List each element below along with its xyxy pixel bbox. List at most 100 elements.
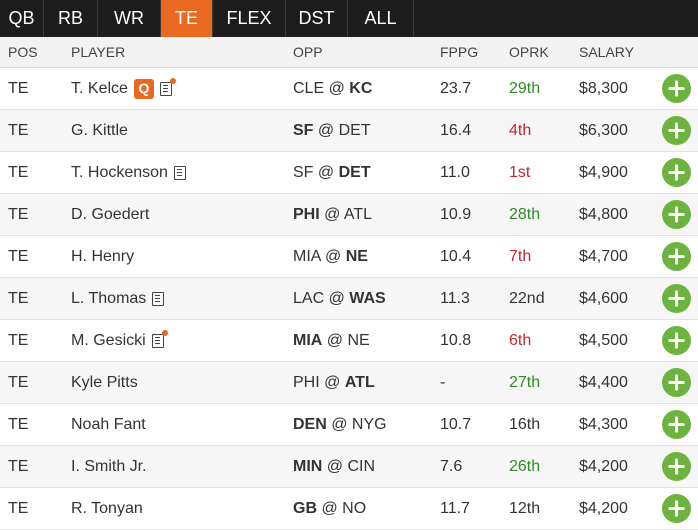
opp-home: ATL [344, 374, 375, 391]
fppg-cell: 11.3 [440, 290, 470, 307]
opp-home: NE [345, 248, 368, 265]
opp-away: CLE [293, 80, 325, 97]
salary-cell: $4,400 [579, 374, 628, 391]
table-row[interactable]: TE M. Gesicki MIA @ NE 10.8 6th $4,500 [0, 320, 698, 362]
add-player-button[interactable] [662, 158, 691, 187]
opp-cell: SF @ DET [293, 110, 371, 151]
opp-away: SF [293, 164, 314, 181]
player-cell: T. Hockenson [71, 152, 186, 193]
pos-cell: TE [8, 290, 29, 307]
fppg-cell: 11.0 [440, 164, 470, 181]
fppg-cell: 23.7 [440, 80, 472, 97]
header-salary[interactable]: SALARY [579, 44, 634, 60]
add-player-button[interactable] [662, 410, 691, 439]
tab-qb[interactable]: QB [0, 0, 44, 37]
opp-home: CIN [347, 458, 376, 475]
player-name[interactable]: D. Goedert [71, 206, 150, 223]
pos-cell: TE [8, 332, 29, 349]
fppg-cell: - [440, 374, 446, 391]
opp-cell: SF @ DET [293, 152, 371, 193]
salary-cell: $4,800 [579, 206, 628, 223]
opp-home: KC [349, 80, 373, 97]
opp-cell: MIN @ CIN [293, 446, 375, 487]
player-name[interactable]: H. Henry [71, 248, 135, 265]
fppg-cell: 10.8 [440, 332, 472, 349]
fppg-cell: 16.4 [440, 122, 472, 139]
pos-cell: TE [8, 80, 29, 97]
add-player-button[interactable] [662, 200, 691, 229]
tab-all[interactable]: ALL [348, 0, 414, 37]
opp-home: DET [338, 122, 371, 139]
tab-rb[interactable]: RB [44, 0, 98, 37]
opp-cell: CLE @ KC [293, 68, 372, 109]
news-icon[interactable] [152, 291, 165, 306]
fppg-cell: 10.4 [440, 248, 472, 265]
opp-home: WAS [349, 290, 386, 307]
opp-cell: MIA @ NE [293, 320, 370, 361]
player-name[interactable]: Noah Fant [71, 416, 146, 433]
fppg-cell: 7.6 [440, 458, 463, 475]
salary-cell: $4,600 [579, 290, 628, 307]
news-icon[interactable] [159, 77, 176, 96]
player-name[interactable]: G. Kittle [71, 122, 128, 139]
header-pos[interactable]: POS [8, 44, 38, 60]
oprk-cell: 16th [509, 416, 541, 433]
add-player-button[interactable] [662, 494, 691, 523]
add-player-button[interactable] [662, 326, 691, 355]
player-name[interactable]: M. Gesicki [71, 332, 146, 349]
header-player[interactable]: PLAYER [71, 44, 126, 60]
tab-dst[interactable]: DST [286, 0, 348, 37]
news-icon[interactable] [173, 165, 186, 180]
plus-icon [668, 416, 685, 433]
plus-icon [668, 164, 685, 181]
player-name[interactable]: L. Thomas [71, 290, 147, 307]
player-name[interactable]: T. Hockenson [71, 164, 168, 181]
table-row[interactable]: TE D. Goedert PHI @ ATL 10.9 28th $4,800 [0, 194, 698, 236]
questionable-badge: Q [133, 78, 154, 99]
header-fppg[interactable]: FPPG [440, 44, 479, 60]
opp-home: ATL [343, 206, 373, 223]
opp-cell: PHI @ ATL [293, 362, 375, 403]
table-row[interactable]: TE Noah Fant DEN @ NYG 10.7 16th $4,300 [0, 404, 698, 446]
table-row[interactable]: TE T. Hockenson SF @ DET 11.0 1st $4,900 [0, 152, 698, 194]
new-dot [169, 77, 176, 84]
salary-cell: $4,200 [579, 500, 628, 517]
salary-cell: $4,500 [579, 332, 628, 349]
player-name[interactable]: Kyle Pitts [71, 374, 138, 391]
add-player-button[interactable] [662, 74, 691, 103]
oprk-cell: 22nd [509, 290, 545, 307]
add-player-button[interactable] [662, 116, 691, 145]
table-row[interactable]: TE T. Kelce Q CLE @ KC 23.7 29th $8,300 [0, 68, 698, 110]
news-icon[interactable] [151, 329, 168, 348]
add-player-button[interactable] [662, 284, 691, 313]
table-row[interactable]: TE Kyle Pitts PHI @ ATL - 27th $4,400 [0, 362, 698, 404]
table-row[interactable]: TE I. Smith Jr. MIN @ CIN 7.6 26th $4,20… [0, 446, 698, 488]
player-name[interactable]: T. Kelce [71, 80, 128, 97]
table-row[interactable]: TE L. Thomas LAC @ WAS 11.3 22nd $4,600 [0, 278, 698, 320]
oprk-cell: 26th [509, 458, 541, 475]
tab-te[interactable]: TE [161, 0, 213, 37]
tab-flex[interactable]: FLEX [213, 0, 286, 37]
opp-at: @ [322, 458, 348, 475]
pos-cell: TE [8, 122, 29, 139]
oprk-cell: 27th [509, 374, 541, 391]
player-cell: G. Kittle [71, 110, 128, 151]
tab-wr[interactable]: WR [98, 0, 161, 37]
plus-icon [668, 332, 685, 349]
add-player-button[interactable] [662, 452, 691, 481]
new-dot [161, 329, 168, 336]
oprk-cell: 7th [509, 248, 532, 265]
pos-cell: TE [8, 500, 29, 517]
table-row[interactable]: TE R. Tonyan GB @ NO 11.7 12th $4,200 [0, 488, 698, 530]
player-name[interactable]: R. Tonyan [71, 500, 143, 517]
add-player-button[interactable] [662, 242, 691, 271]
table-row[interactable]: TE G. Kittle SF @ DET 16.4 4th $6,300 [0, 110, 698, 152]
player-cell: R. Tonyan [71, 488, 143, 529]
plus-icon [668, 374, 685, 391]
table-row[interactable]: TE H. Henry MIA @ NE 10.4 7th $4,700 [0, 236, 698, 278]
header-oprk[interactable]: OPRK [509, 44, 549, 60]
player-name[interactable]: I. Smith Jr. [71, 458, 147, 475]
header-opp[interactable]: OPP [293, 44, 323, 60]
add-player-button[interactable] [662, 368, 691, 397]
opp-at: @ [322, 332, 348, 349]
